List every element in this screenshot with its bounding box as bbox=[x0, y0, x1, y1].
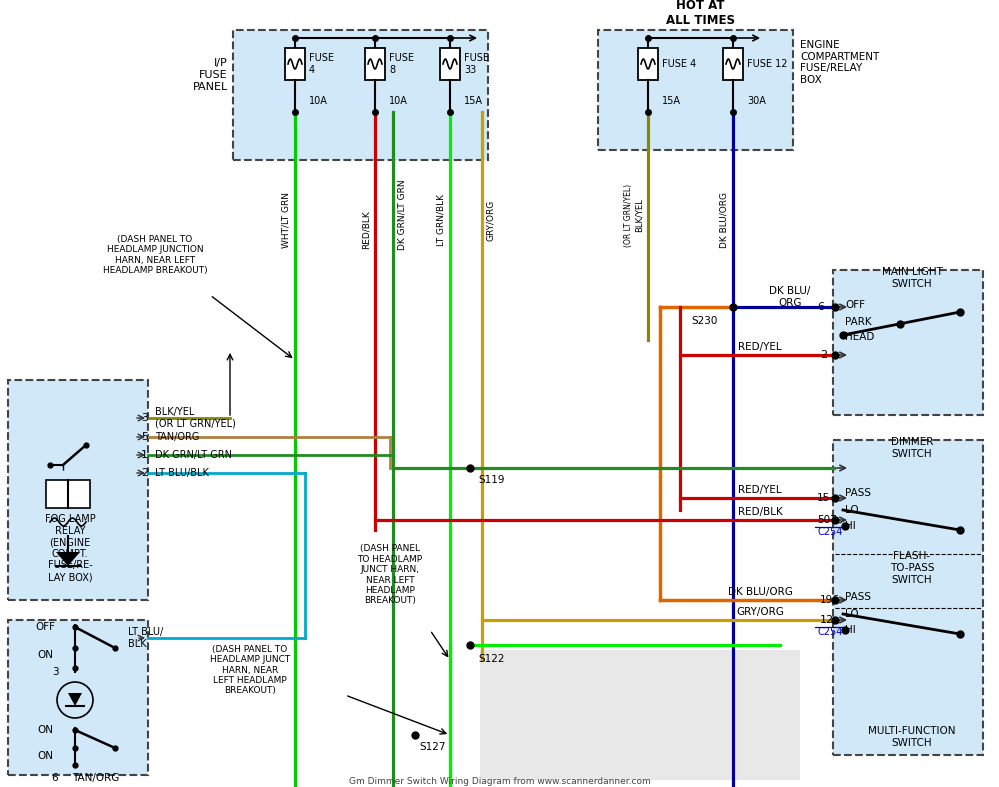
Bar bbox=[598, 30, 793, 150]
Text: 3: 3 bbox=[141, 413, 148, 423]
Text: I/P
FUSE
PANEL: I/P FUSE PANEL bbox=[193, 58, 228, 91]
Polygon shape bbox=[68, 693, 82, 706]
Text: ON: ON bbox=[37, 751, 53, 761]
Text: FUSE 4: FUSE 4 bbox=[662, 59, 696, 69]
Text: S122: S122 bbox=[479, 654, 505, 664]
Bar bbox=[723, 48, 743, 80]
Text: 10A: 10A bbox=[309, 96, 328, 106]
Polygon shape bbox=[56, 552, 80, 566]
Text: S230: S230 bbox=[692, 316, 718, 326]
Bar bbox=[8, 380, 148, 600]
Text: (DASH PANEL
TO HEADLAMP
JUNCT HARN,
NEAR LEFT
HEADLAMP
BREAKOUT): (DASH PANEL TO HEADLAMP JUNCT HARN, NEAR… bbox=[358, 545, 423, 605]
Text: DK GRN/LT GRN: DK GRN/LT GRN bbox=[398, 179, 407, 250]
Text: (DASH PANEL TO
HEADLAMP JUNCT
HARN, NEAR
LEFT HEADLAMP
BREAKOUT): (DASH PANEL TO HEADLAMP JUNCT HARN, NEAR… bbox=[210, 645, 290, 695]
Text: DK BLU/
ORG: DK BLU/ ORG bbox=[769, 286, 810, 308]
Text: S119: S119 bbox=[479, 475, 505, 485]
Text: OFF: OFF bbox=[35, 622, 55, 632]
Bar bbox=[440, 48, 460, 80]
Text: C254: C254 bbox=[817, 527, 842, 537]
Text: 507: 507 bbox=[817, 515, 837, 525]
Bar bbox=[833, 270, 983, 415]
Text: 2: 2 bbox=[141, 468, 148, 478]
Text: FUSE 12: FUSE 12 bbox=[747, 59, 787, 69]
Text: ON: ON bbox=[37, 725, 53, 735]
Text: TAN/ORG: TAN/ORG bbox=[155, 432, 200, 442]
Text: WHT/LT GRN: WHT/LT GRN bbox=[282, 192, 291, 248]
Bar bbox=[833, 440, 983, 755]
Text: PASS: PASS bbox=[845, 488, 871, 498]
Text: S127: S127 bbox=[420, 742, 447, 752]
Text: LT BLU/BLK: LT BLU/BLK bbox=[155, 468, 209, 478]
Text: C254: C254 bbox=[817, 627, 842, 637]
Text: MULTI-FUNCTION
SWITCH: MULTI-FUNCTION SWITCH bbox=[868, 726, 956, 748]
Text: HOT AT
ALL TIMES: HOT AT ALL TIMES bbox=[665, 0, 734, 27]
Text: LO: LO bbox=[845, 609, 858, 619]
Text: FLASH-
TO-PASS
SWITCH: FLASH- TO-PASS SWITCH bbox=[890, 552, 934, 585]
Text: RED/YEL: RED/YEL bbox=[738, 342, 782, 352]
Text: 30A: 30A bbox=[747, 96, 766, 106]
Text: TAN/ORG: TAN/ORG bbox=[72, 773, 119, 783]
Text: 6: 6 bbox=[52, 773, 58, 783]
Text: MAIN LIGHT
SWITCH: MAIN LIGHT SWITCH bbox=[881, 268, 942, 289]
Text: 1: 1 bbox=[141, 450, 148, 460]
Text: (OR LT GRN/YEL): (OR LT GRN/YEL) bbox=[624, 183, 633, 246]
Text: PASS: PASS bbox=[845, 592, 871, 602]
Text: DIMMER
SWITCH: DIMMER SWITCH bbox=[891, 438, 933, 459]
Text: LT BLU/
BLK: LT BLU/ BLK bbox=[128, 627, 163, 648]
Bar bbox=[46, 480, 90, 508]
Text: DK BLU/ORG: DK BLU/ORG bbox=[719, 192, 728, 248]
Text: FUSE
8: FUSE 8 bbox=[389, 54, 414, 75]
Text: OFF: OFF bbox=[845, 300, 865, 310]
Bar bbox=[365, 48, 385, 80]
Text: HEAD: HEAD bbox=[845, 332, 874, 342]
Text: FOG LAMP
RELAY
(ENGINE
COMPT.
FUSE/RE-
LAY BOX): FOG LAMP RELAY (ENGINE COMPT. FUSE/RE- L… bbox=[45, 514, 95, 582]
Text: GRY/ORG: GRY/ORG bbox=[736, 607, 784, 617]
Text: LO: LO bbox=[845, 505, 858, 515]
Bar bbox=[285, 48, 305, 80]
Text: 15A: 15A bbox=[662, 96, 681, 106]
Text: LT GRN/BLK: LT GRN/BLK bbox=[437, 194, 446, 246]
Text: RED/BLK: RED/BLK bbox=[737, 507, 782, 517]
Text: RED/BLK: RED/BLK bbox=[362, 211, 371, 249]
Bar bbox=[480, 650, 800, 780]
Text: 196: 196 bbox=[820, 595, 840, 605]
Text: 10A: 10A bbox=[389, 96, 408, 106]
Text: DK BLU/ORG: DK BLU/ORG bbox=[727, 587, 792, 597]
Text: 6: 6 bbox=[817, 302, 824, 312]
Text: FUSE
4: FUSE 4 bbox=[309, 54, 334, 75]
Text: 2: 2 bbox=[820, 350, 827, 360]
Text: FUSE
33: FUSE 33 bbox=[464, 54, 489, 75]
Bar bbox=[8, 620, 148, 775]
Text: HI: HI bbox=[845, 625, 856, 635]
Text: 3: 3 bbox=[52, 667, 58, 677]
Bar bbox=[233, 30, 488, 160]
Text: (DASH PANEL TO
HEADLAMP JUNCTION
HARN, NEAR LEFT
HEADLAMP BREAKOUT): (DASH PANEL TO HEADLAMP JUNCTION HARN, N… bbox=[103, 235, 208, 275]
Text: BLK/YEL: BLK/YEL bbox=[634, 198, 643, 232]
Text: Gm Dimmer Switch Wiring Diagram from www.scannerdanner.com: Gm Dimmer Switch Wiring Diagram from www… bbox=[349, 778, 651, 786]
Text: BLK/YEL
(OR LT GRN/YEL): BLK/YEL (OR LT GRN/YEL) bbox=[155, 407, 236, 429]
Text: DK GRN/LT GRN: DK GRN/LT GRN bbox=[155, 450, 232, 460]
Text: HI: HI bbox=[845, 521, 856, 531]
Text: PARK: PARK bbox=[845, 317, 871, 327]
Text: 12: 12 bbox=[820, 615, 834, 625]
Text: 15: 15 bbox=[817, 493, 830, 503]
Text: RED/YEL: RED/YEL bbox=[738, 485, 782, 495]
Text: ENGINE
COMPARTMENT
FUSE/RELAY
BOX: ENGINE COMPARTMENT FUSE/RELAY BOX bbox=[800, 40, 879, 85]
Bar bbox=[638, 48, 658, 80]
Text: GRY/ORG: GRY/ORG bbox=[487, 199, 496, 241]
Text: 5: 5 bbox=[141, 432, 148, 442]
Text: 15A: 15A bbox=[464, 96, 483, 106]
Text: ON: ON bbox=[37, 650, 53, 660]
